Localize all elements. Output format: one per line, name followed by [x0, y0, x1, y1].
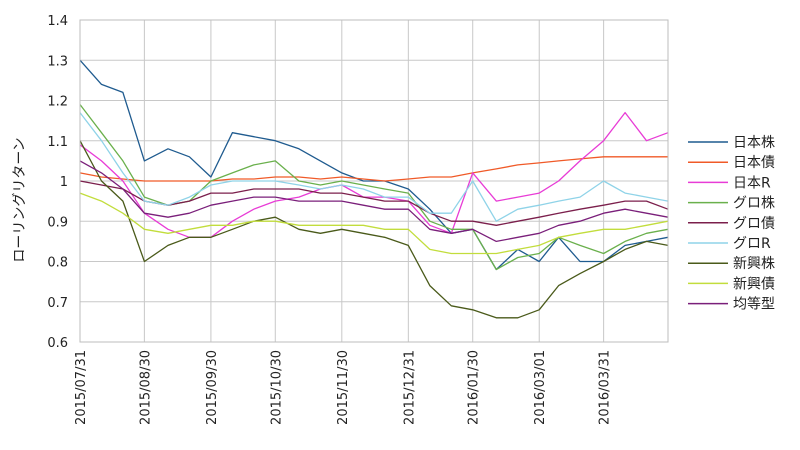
legend-label-3: グロ株 [733, 196, 775, 212]
series-line-1 [79, 156, 668, 182]
series-line-6 [79, 140, 669, 319]
legend-label-1: 日本債 [733, 155, 775, 171]
y-axis-label: ローリングリターン [12, 137, 28, 262]
x-tick-label: 2015/11/30 [336, 350, 351, 425]
x-tick-label: 2016/03/01 [533, 350, 548, 425]
plot-frame [79, 19, 669, 343]
x-tick-label: 2016/03/31 [598, 350, 613, 425]
series-line-8 [79, 160, 669, 243]
series-line-7 [79, 192, 669, 255]
y-tick-label: 0.6 [47, 336, 68, 351]
x-tick-label: 2015/12/31 [402, 350, 417, 425]
x-tick-label: 2015/07/31 [74, 350, 89, 425]
legend-label-5: グロR [733, 236, 771, 252]
legend-label-7: 新興債 [733, 276, 775, 292]
y-tick-label: 1.3 [47, 54, 68, 69]
legend-label-2: 日本R [733, 175, 771, 191]
x-tick-label: 2015/09/30 [205, 350, 220, 425]
series-line-5 [79, 112, 669, 222]
series-line-4 [79, 180, 669, 226]
y-tick-label: 1.1 [47, 135, 68, 150]
x-tick-label: 2016/01/30 [467, 350, 482, 425]
x-tick-label: 2015/10/30 [269, 350, 284, 425]
x-tick-label: 2015/08/30 [138, 350, 153, 425]
y-tick-label: 0.7 [47, 296, 68, 311]
y-tick-label: 1.4 [47, 14, 68, 29]
legend-label-0: 日本株 [733, 135, 775, 151]
y-tick-label: 1.2 [47, 95, 68, 110]
y-tick-labels: 0.6 0.7 0.8 0.9 1 1.1 1.2 1.3 1.4 [47, 14, 68, 351]
y-tick-label: 0.8 [47, 256, 68, 271]
series-line-2 [79, 111, 669, 238]
legend-label-8: 均等型 [733, 296, 775, 313]
y-tick-label: 0.9 [47, 215, 68, 230]
legend-label-4: グロ債 [733, 216, 775, 232]
y-tick-label: 1 [60, 175, 68, 190]
series-line-0 [79, 59, 669, 271]
legend-label-6: 新興株 [733, 256, 775, 272]
x-tick-labels: 2015/07/31 2015/08/30 2015/09/30 2015/10/30… [74, 350, 613, 425]
series-lines [79, 59, 669, 319]
axes [79, 19, 669, 343]
